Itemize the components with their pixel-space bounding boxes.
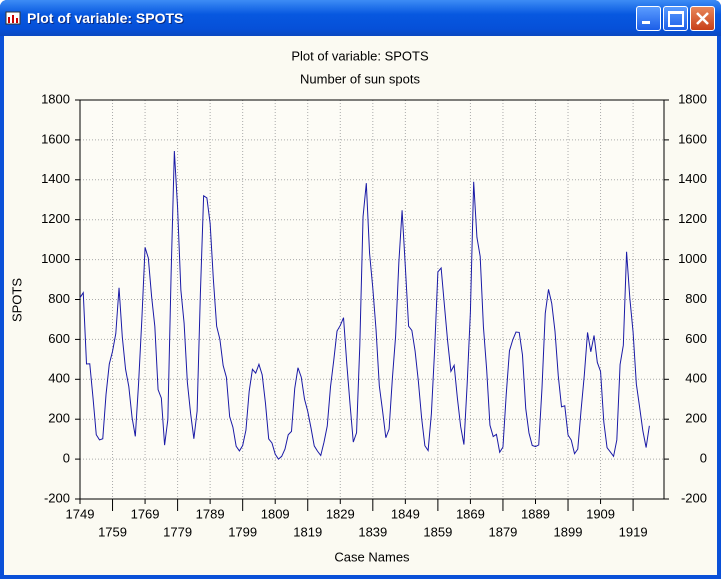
minimize-button[interactable] bbox=[636, 6, 661, 31]
y-tick-label: 400 bbox=[48, 371, 70, 386]
close-button[interactable] bbox=[690, 6, 715, 31]
y2-tick-label: 1400 bbox=[678, 171, 707, 186]
plot-frame bbox=[79, 99, 665, 500]
y2-tick-label: 1600 bbox=[678, 131, 707, 146]
y2-tick-label: 400 bbox=[685, 371, 707, 386]
maximize-button[interactable] bbox=[663, 6, 688, 31]
y-tick-label: 1400 bbox=[41, 171, 70, 186]
x-tick-label: 1769 bbox=[131, 506, 160, 521]
x-tick-label: 1849 bbox=[391, 506, 420, 521]
y-tick-label: 1000 bbox=[41, 251, 70, 266]
y-tick-label: -200 bbox=[44, 490, 70, 505]
y-tick-label: 1600 bbox=[41, 131, 70, 146]
x-tick-label: 1869 bbox=[456, 506, 485, 521]
x-tick-label: 1899 bbox=[554, 524, 583, 539]
y-tick-label: 200 bbox=[48, 411, 70, 426]
x-tick-label: 1829 bbox=[326, 506, 355, 521]
y-tick-label: 1800 bbox=[41, 91, 70, 106]
chart-title: Plot of variable: SPOTS bbox=[291, 48, 429, 63]
x-tick-label: 1889 bbox=[521, 506, 550, 521]
y-tick-label: 600 bbox=[48, 331, 70, 346]
y2-tick-label: 0 bbox=[700, 451, 707, 466]
y2-tick-label: 1800 bbox=[678, 91, 707, 106]
x-tick-label: 1759 bbox=[98, 524, 127, 539]
chart: Plot of variable: SPOTS Number of sun sp… bbox=[4, 36, 717, 575]
y-tick-label: 800 bbox=[48, 291, 70, 306]
title-bar: Plot of variable: SPOTS bbox=[0, 0, 721, 36]
x-tick-label: 1919 bbox=[619, 524, 648, 539]
x-tick-label: 1879 bbox=[488, 524, 517, 539]
app-icon bbox=[5, 11, 21, 25]
x-tick-label: 1749 bbox=[66, 506, 95, 521]
x-tick-label: 1809 bbox=[261, 506, 290, 521]
x-tick-label: 1909 bbox=[586, 506, 615, 521]
chart-subtitle: Number of sun spots bbox=[300, 71, 420, 86]
data-line bbox=[79, 151, 650, 460]
y2-tick-label: 1000 bbox=[678, 251, 707, 266]
y-tick-label: 0 bbox=[63, 451, 70, 466]
y2-tick-label: 800 bbox=[685, 291, 707, 306]
y-tick-label: 1200 bbox=[41, 211, 70, 226]
y2-tick-label: 600 bbox=[685, 331, 707, 346]
x-tick-label: 1799 bbox=[228, 524, 257, 539]
x-tick-label: 1819 bbox=[293, 524, 322, 539]
x-tick-label: 1789 bbox=[196, 506, 225, 521]
window-title: Plot of variable: SPOTS bbox=[27, 10, 184, 26]
x-axis-label: Case Names bbox=[334, 549, 410, 564]
x-tick-label: 1779 bbox=[163, 524, 192, 539]
x-tick-label: 1839 bbox=[358, 524, 387, 539]
y2-tick-label: 1200 bbox=[678, 211, 707, 226]
y2-tick-label: 200 bbox=[685, 411, 707, 426]
y2-tick-label: -200 bbox=[681, 490, 707, 505]
x-tick-label: 1859 bbox=[423, 524, 452, 539]
y-axis-label: SPOTS bbox=[9, 278, 24, 322]
